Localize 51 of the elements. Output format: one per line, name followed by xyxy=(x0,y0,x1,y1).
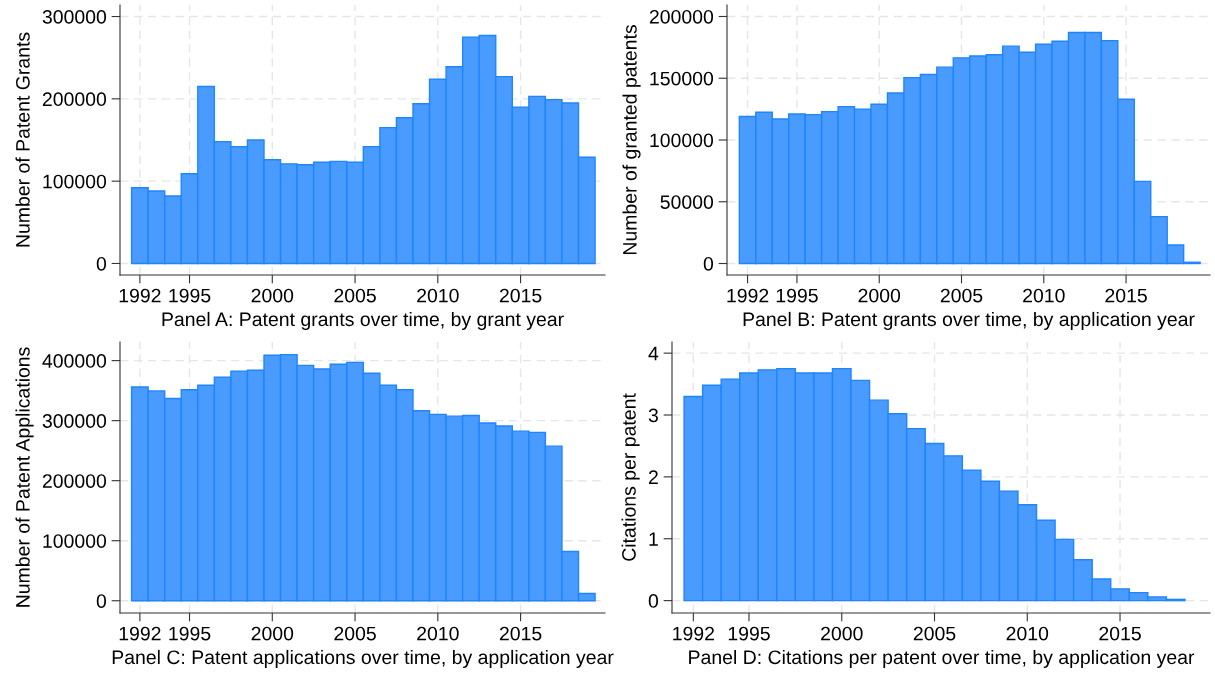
x-tick-label: 2000 xyxy=(251,288,294,303)
x-axis-title: Panel B: Patent grants over time, by application year xyxy=(743,311,1195,330)
x-tick-label: 1995 xyxy=(728,626,770,641)
x-tick-label: 2015 xyxy=(1099,626,1141,641)
x-tick-label: 2000 xyxy=(858,288,901,303)
y-tick-label: 100000 xyxy=(43,174,107,189)
x-tick-label: 2005 xyxy=(334,288,376,303)
y-tick-label: 300000 xyxy=(42,9,107,24)
y-tick-label: 0 xyxy=(96,594,107,608)
y-tick-label: 3 xyxy=(648,408,658,423)
x-tick-label: 1992 xyxy=(119,288,161,303)
y-tick-label: 0 xyxy=(648,594,659,608)
x-tick-label: 2015 xyxy=(499,288,542,303)
y-tick-label: 400000 xyxy=(42,354,107,368)
x-tick-label: 1995 xyxy=(169,288,211,303)
x-tick-label: 2000 xyxy=(821,626,863,641)
y-axis-title: Citations per patent xyxy=(621,393,640,561)
y-tick-label: 0 xyxy=(96,256,107,271)
x-tick-label: 2015 xyxy=(499,626,542,641)
x-tick-label: 2010 xyxy=(417,288,459,303)
x-tick-label: 1992 xyxy=(727,288,769,303)
x-tick-label: 1992 xyxy=(119,626,161,641)
x-tick-label: 2005 xyxy=(334,626,376,641)
y-tick-label: 150000 xyxy=(650,71,714,86)
y-tick-label: 200000 xyxy=(42,474,107,488)
x-tick-label: 2000 xyxy=(251,626,294,641)
y-tick-label: 100000 xyxy=(650,133,714,148)
x-axis-title: Panel D: Citations per patent over time, by application year xyxy=(689,649,1195,668)
y-tick-label: 100000 xyxy=(43,534,107,548)
x-axis-title: Panel C: Patent applications over time, by application year xyxy=(112,649,614,668)
y-axis-title: Number of Patent Grants xyxy=(15,32,30,247)
x-tick-label: 2005 xyxy=(913,626,956,641)
y-tick-label: 200000 xyxy=(42,92,107,107)
x-tick-label: 1992 xyxy=(673,626,714,641)
y-tick-label: 2 xyxy=(648,470,658,484)
y-tick-label: 0 xyxy=(703,256,714,271)
x-tick-label: 2005 xyxy=(940,288,983,303)
y-tick-label: 200000 xyxy=(649,9,714,24)
y-tick-label: 50000 xyxy=(660,195,714,209)
y-axis-title: Number of granted patents xyxy=(622,25,641,255)
y-axis-title: Number of Patent Applications xyxy=(15,347,34,607)
x-tick-label: 2015 xyxy=(1105,288,1147,303)
x-tick-label: 1995 xyxy=(776,288,818,303)
x-tick-label: 2010 xyxy=(417,626,459,641)
x-tick-label: 2010 xyxy=(1006,626,1049,641)
x-axis-title: Panel A: Patent grants over time, by grant year xyxy=(162,311,564,330)
y-tick-label: 4 xyxy=(648,346,659,361)
x-tick-label: 2010 xyxy=(1023,288,1065,303)
x-tick-label: 1995 xyxy=(169,626,211,641)
y-tick-label: 300000 xyxy=(42,414,107,428)
y-tick-label: 1 xyxy=(649,532,658,546)
